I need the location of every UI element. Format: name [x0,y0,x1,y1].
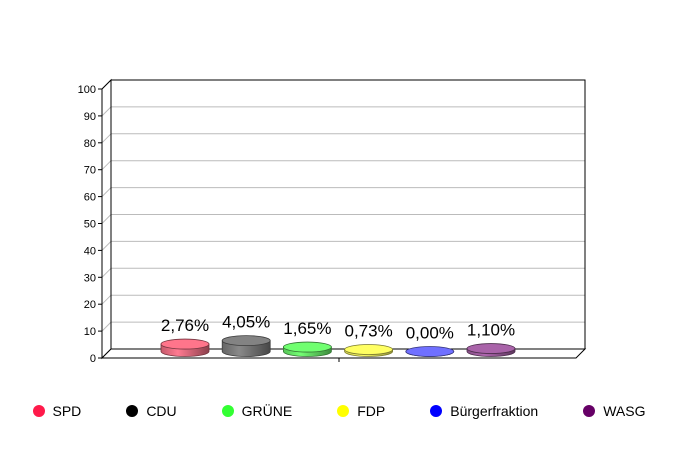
legend-item: SPD [32,403,82,419]
y-tick-label: 90 [84,111,96,123]
legend-marker-icon [583,405,596,417]
legend-marker-icon [126,405,139,417]
bar-top [221,335,271,347]
bar-top [344,344,394,355]
legend-item: WASG [583,403,645,419]
gridline-side [101,133,112,144]
gridline-side [101,241,112,251]
legend-label: WASG [603,403,646,419]
legend-label: SPD [52,403,82,419]
legend-item: Bürgerfraktion [430,403,538,419]
bar-top [282,341,332,353]
data-label: 0,73% [344,322,392,341]
y-tick-label: 40 [84,245,96,257]
legend: SPD CDU GRÜNE FDP Bürgerfraktion WASG [0,396,678,426]
gridline-side [101,294,112,305]
bar-top [466,343,516,354]
gridline-side [101,321,112,332]
legend-label: Bürgerfraktion [450,403,539,419]
y-tick-label: 50 [84,219,96,231]
back-wall-outline [111,79,586,349]
bar-top [160,338,210,350]
data-label: 1,65% [283,319,331,338]
data-label: 1,10% [467,321,515,340]
legend-marker-icon [221,405,234,417]
y-tick-label: 70 [84,165,96,177]
data-label: 2,76% [161,316,209,335]
legend-marker-icon [32,405,45,417]
gridline-side [101,106,112,117]
data-label: 4,05% [222,313,270,332]
legend-item: CDU [126,403,177,419]
y-tick-label: 100 [78,84,96,96]
y-tick-label: 60 [84,192,96,204]
legend-label: GRÜNE [241,403,293,419]
legend-label: CDU [146,403,177,419]
legend-label: FDP [357,403,386,419]
gridline-side [101,214,112,224]
legend-item: GRÜNE [221,403,293,419]
legend-marker-icon [337,405,350,417]
gridline-side [101,187,112,197]
y-tick-label: 0 [90,353,96,365]
data-label: 0,00% [406,324,454,343]
y-tick-label: 20 [84,299,96,311]
legend-marker-icon [430,405,443,417]
y-tick-label: 10 [84,326,96,338]
y-tick-label: 80 [84,138,96,150]
gridline-side [101,267,112,278]
gridline-side [101,160,112,171]
legend-item: FDP [337,403,385,419]
bar-top [405,346,455,357]
y-tick-label: 30 [84,272,96,284]
